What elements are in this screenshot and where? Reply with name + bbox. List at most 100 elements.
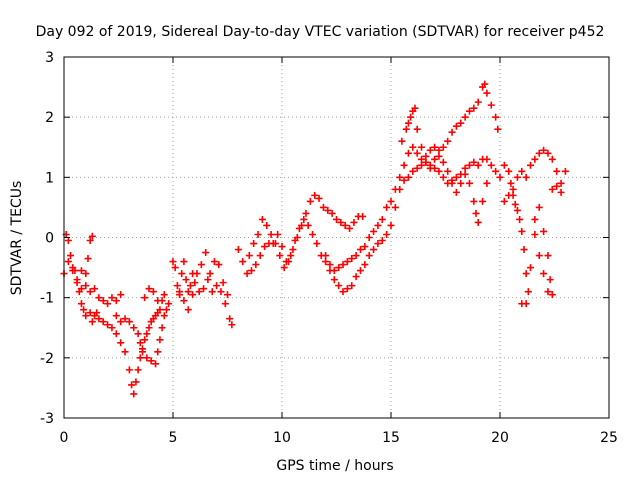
data-point [145,285,153,293]
data-point [88,318,96,326]
data-point [457,179,465,187]
data-point [439,158,447,166]
data-point [178,270,186,278]
data-point [193,270,201,278]
data-point [86,309,94,317]
data-point [117,318,125,326]
data-point [77,285,85,293]
data-point [104,300,112,308]
data-point [69,267,77,275]
data-point [289,246,297,254]
y-tick-label: 1 [45,170,54,186]
data-point [444,167,452,175]
data-point [361,261,369,269]
data-point [108,294,116,302]
data-point [544,149,552,157]
data-point [335,282,343,290]
data-point [143,354,151,362]
data-point [352,273,360,281]
data-point [73,279,81,287]
series-arc-1 [60,230,164,398]
series-arc-7 [322,80,502,275]
data-point [391,185,399,193]
data-point [356,246,364,254]
data-point [217,288,225,296]
data-point [186,282,194,290]
data-point [112,330,120,338]
data-point [492,113,500,121]
data-point [365,252,373,260]
series-arc-5 [234,155,504,296]
data-point [387,197,395,205]
x-axis-title: GPS time / hours [276,458,393,474]
data-point [130,324,138,332]
data-point [77,300,85,308]
data-point [245,252,253,260]
data-point [435,167,443,175]
data-point [82,282,90,290]
data-point [108,324,116,332]
data-point [452,173,460,181]
data-point [125,318,133,326]
data-point [226,315,234,323]
data-point [171,264,179,272]
data-point [104,321,112,329]
y-tick-label: -3 [40,411,54,427]
data-point [361,243,369,251]
data-point [461,164,469,172]
data-point [418,155,426,163]
data-point [173,282,181,290]
data-point [527,161,535,169]
data-point [544,288,552,296]
data-point [95,294,103,302]
data-point [141,294,149,302]
data-point [431,155,439,163]
data-point [125,366,133,374]
data-point [365,234,373,241]
data-point [112,312,120,320]
data-point [531,230,539,238]
data-point [267,230,275,238]
data-point [311,191,319,199]
data-point [513,173,521,181]
y-tick-label: 2 [45,110,54,126]
data-point [470,104,478,112]
data-point [561,167,569,175]
data-point [535,203,543,211]
data-point [378,215,386,223]
data-point [152,360,160,368]
data-point [500,161,508,169]
data-point [261,243,269,251]
data-point [535,252,543,260]
data-point [540,227,548,235]
data-point [356,267,364,275]
data-point [505,167,513,175]
data-point [80,306,88,314]
data-point [162,306,170,314]
data-point [374,221,382,229]
data-point [276,252,284,260]
data-point [400,176,408,184]
data-point [465,107,473,115]
data-point [359,212,367,220]
x-tick-label: 15 [382,430,400,446]
data-point [149,288,157,296]
data-point [350,218,358,226]
series-arc-2 [64,258,173,368]
data-point [418,143,426,151]
data-point [507,179,515,187]
data-point [426,164,434,172]
data-point [518,227,526,235]
data-point [322,258,330,266]
data-point [409,143,417,151]
data-point [256,252,264,260]
data-point [200,285,208,293]
data-point [136,339,144,347]
data-point [431,143,439,151]
data-point [93,309,101,317]
data-point [258,215,266,223]
data-point [492,167,500,175]
data-point [496,173,504,181]
y-axis-title: SDTVAR / TECUs [9,181,25,296]
